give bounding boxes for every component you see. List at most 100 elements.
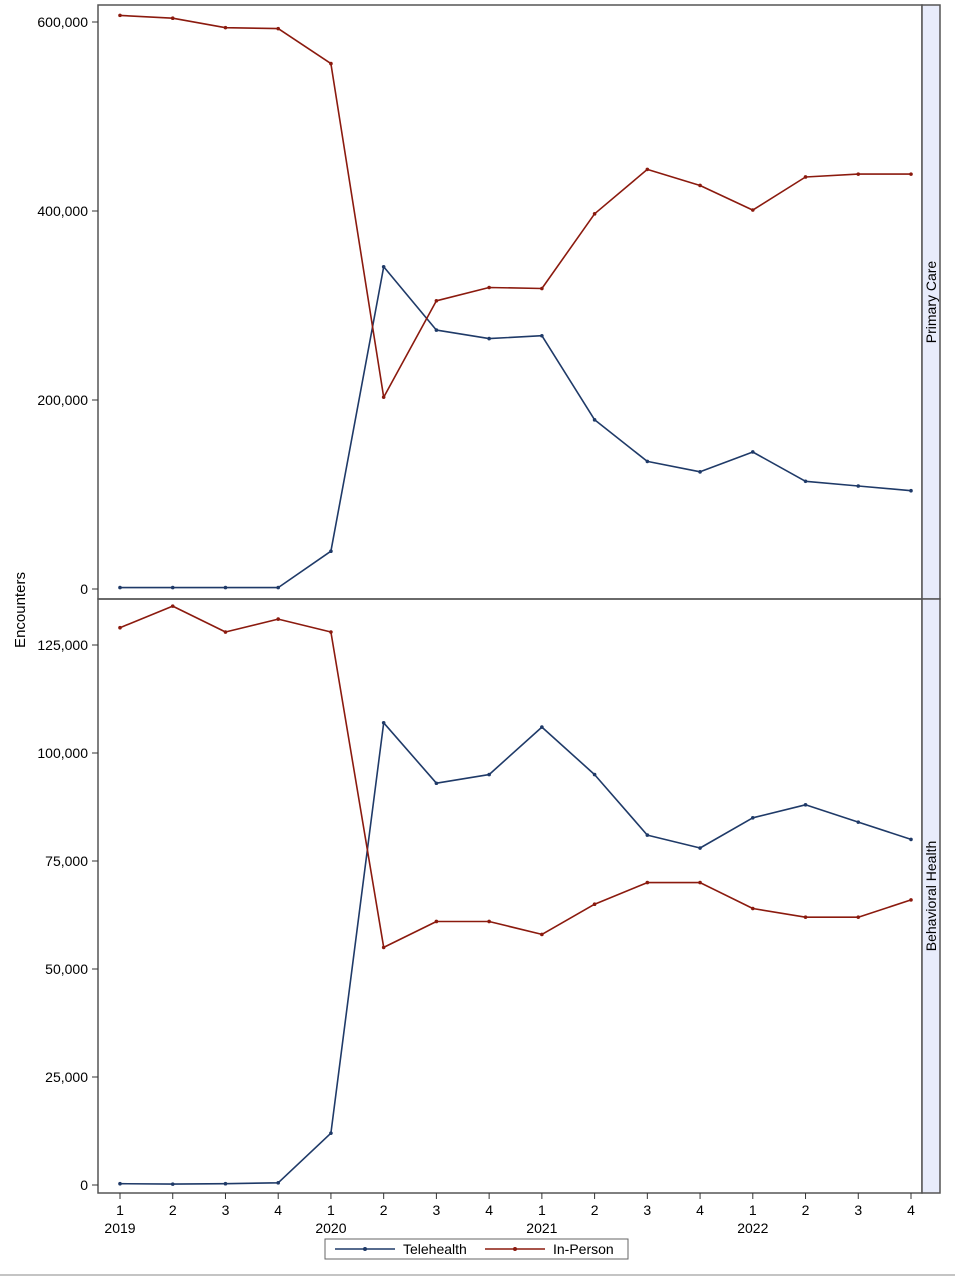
data-point-telehealth bbox=[487, 772, 491, 777]
data-point-in-person bbox=[329, 630, 333, 634]
data-point-telehealth bbox=[170, 1182, 175, 1186]
data-point-in-person bbox=[118, 625, 122, 630]
data-point-telehealth bbox=[698, 470, 702, 474]
x-year-label: 2020 bbox=[315, 1220, 346, 1236]
data-point-in-person bbox=[803, 175, 808, 179]
data-point-telehealth bbox=[698, 846, 702, 850]
legend-box bbox=[324, 1238, 629, 1260]
data-point-telehealth bbox=[118, 585, 122, 590]
legend-label: Telehealth bbox=[403, 1241, 467, 1257]
x-tick-label: 3 bbox=[433, 1202, 441, 1218]
x-tick-label: 2 bbox=[169, 1202, 177, 1218]
panel-frame bbox=[97, 598, 923, 1194]
x-tick-label: 1 bbox=[749, 1202, 757, 1218]
data-point-in-person bbox=[223, 630, 228, 634]
legend-swatch-marker bbox=[363, 1247, 367, 1251]
series-line-telehealth bbox=[120, 265, 912, 589]
y-tick-label: 400,000 bbox=[37, 203, 88, 219]
x-tick-label: 4 bbox=[696, 1202, 704, 1218]
x-year-label: 2021 bbox=[526, 1220, 557, 1236]
data-point-telehealth bbox=[592, 418, 597, 422]
x-tick-label: 4 bbox=[274, 1202, 282, 1218]
data-point-telehealth bbox=[223, 1181, 228, 1186]
data-point-telehealth bbox=[487, 336, 491, 341]
strip-background bbox=[921, 598, 941, 1194]
data-point-in-person bbox=[434, 919, 439, 924]
data-point-telehealth bbox=[118, 1181, 122, 1186]
data-point-in-person bbox=[645, 880, 650, 885]
data-point-telehealth bbox=[434, 781, 439, 786]
series-line-in-person bbox=[119, 14, 911, 399]
data-point-in-person bbox=[592, 902, 597, 906]
data-point-in-person bbox=[487, 919, 491, 924]
legend-label: In-Person bbox=[553, 1241, 614, 1257]
data-point-telehealth bbox=[751, 450, 755, 454]
data-point-in-person bbox=[170, 16, 175, 21]
data-point-telehealth bbox=[381, 720, 386, 725]
data-point-in-person bbox=[540, 932, 544, 937]
data-point-telehealth bbox=[170, 585, 175, 590]
data-point-telehealth bbox=[803, 479, 808, 484]
data-point-in-person bbox=[276, 617, 281, 621]
legend: Telehealth In-Person bbox=[324, 1238, 629, 1260]
data-point-in-person bbox=[856, 172, 861, 176]
data-point-in-person bbox=[540, 286, 544, 291]
data-point-in-person bbox=[329, 61, 333, 66]
data-point-telehealth bbox=[329, 1131, 333, 1135]
panel-frame bbox=[97, 4, 923, 600]
data-point-telehealth bbox=[909, 488, 913, 493]
data-point-in-person bbox=[909, 172, 913, 176]
data-point-telehealth bbox=[592, 772, 597, 777]
series-line-in-person bbox=[119, 605, 912, 949]
data-point-in-person bbox=[698, 880, 702, 885]
y-axis-label: Encounters bbox=[12, 572, 29, 648]
x-tick-label: 2 bbox=[591, 1202, 599, 1218]
x-year-label: 2019 bbox=[104, 1220, 135, 1236]
data-point-telehealth bbox=[434, 328, 439, 332]
y-tick-label: 200,000 bbox=[37, 392, 88, 408]
data-point-telehealth bbox=[856, 484, 861, 488]
y-tick-label: 75,000 bbox=[45, 853, 88, 869]
data-point-in-person bbox=[698, 183, 702, 188]
x-tick-label: 3 bbox=[854, 1202, 862, 1218]
data-point-telehealth bbox=[909, 837, 913, 842]
panel-1: Behavioral Health 0 25,000 50,000 75,000 100,… bbox=[37, 598, 941, 1194]
data-point-in-person bbox=[381, 945, 386, 950]
x-tick-label: 1 bbox=[538, 1202, 546, 1218]
strip-label: Behavioral Health bbox=[923, 841, 939, 952]
x-tick-label: 4 bbox=[907, 1202, 915, 1218]
x-tick-label: 1 bbox=[327, 1202, 335, 1218]
strip-label: Primary Care bbox=[923, 261, 939, 344]
data-point-in-person bbox=[803, 915, 808, 919]
y-tick-label: 100,000 bbox=[37, 745, 88, 761]
x-tick-label: 1 bbox=[116, 1202, 124, 1218]
data-point-telehealth bbox=[276, 1181, 281, 1185]
y-tick-label: 50,000 bbox=[45, 961, 88, 977]
x-tick-label: 2 bbox=[802, 1202, 810, 1218]
data-point-in-person bbox=[592, 212, 597, 216]
y-tick-label: 0 bbox=[80, 581, 88, 597]
data-point-telehealth bbox=[751, 816, 755, 820]
data-point-in-person bbox=[381, 395, 386, 399]
x-tick-label: 4 bbox=[485, 1202, 493, 1218]
x-year-label: 2022 bbox=[737, 1220, 768, 1236]
y-tick-label: 0 bbox=[80, 1177, 88, 1193]
data-point-in-person bbox=[751, 208, 755, 212]
data-point-in-person bbox=[856, 915, 861, 919]
data-point-in-person bbox=[276, 26, 281, 31]
data-point-in-person bbox=[487, 285, 491, 290]
data-point-telehealth bbox=[223, 585, 228, 590]
data-point-telehealth bbox=[645, 833, 650, 837]
data-point-telehealth bbox=[329, 549, 333, 553]
x-tick-label: 3 bbox=[643, 1202, 651, 1218]
legend-swatch-marker bbox=[513, 1247, 517, 1251]
data-point-telehealth bbox=[645, 459, 650, 464]
data-point-in-person bbox=[645, 167, 650, 172]
data-point-telehealth bbox=[276, 585, 281, 590]
data-point-in-person bbox=[909, 898, 913, 902]
data-point-in-person bbox=[118, 13, 122, 18]
panel-0: Primary Care 0 200,000 400,000 600,000 bbox=[37, 4, 941, 600]
data-point-telehealth bbox=[540, 725, 544, 729]
x-tick-label: 2 bbox=[380, 1202, 388, 1218]
